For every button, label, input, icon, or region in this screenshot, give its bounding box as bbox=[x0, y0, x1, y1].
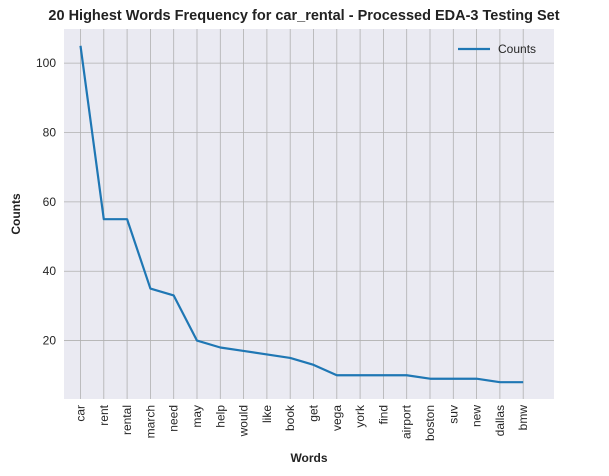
x-tick-label: bmw bbox=[516, 405, 530, 431]
x-tick-label: york bbox=[353, 404, 367, 428]
x-tick-label: boston bbox=[423, 405, 437, 441]
chart-title: 20 Highest Words Frequency for car_renta… bbox=[48, 8, 559, 24]
x-tick-label: like bbox=[260, 405, 274, 423]
y-axis-ticks: 20 40 60 80 100 bbox=[36, 56, 56, 347]
series-line-counts bbox=[79, 45, 524, 384]
x-tick-label: march bbox=[143, 405, 157, 438]
plot-area bbox=[64, 29, 554, 399]
x-tick-label: rental bbox=[120, 405, 134, 435]
y-tick-label: 100 bbox=[36, 56, 56, 70]
x-tick-label: need bbox=[167, 405, 181, 432]
legend-label-counts: Counts bbox=[498, 42, 536, 56]
y-tick-label: 20 bbox=[43, 334, 57, 348]
x-tick-label: airport bbox=[400, 404, 414, 439]
x-tick-label: car bbox=[74, 405, 88, 422]
x-tick-label: help bbox=[213, 405, 227, 428]
y-tick-label: 40 bbox=[43, 264, 57, 278]
grid-lines bbox=[64, 29, 554, 399]
legend: Counts bbox=[458, 42, 536, 56]
x-tick-label: get bbox=[307, 404, 321, 421]
x-tick-label: rent bbox=[97, 404, 111, 425]
x-tick-label: vega bbox=[330, 405, 344, 431]
x-tick-label: find bbox=[376, 405, 390, 424]
x-axis-label: Words bbox=[290, 451, 327, 465]
x-tick-label: suv bbox=[446, 405, 460, 424]
x-tick-label: book bbox=[283, 404, 297, 431]
y-tick-label: 80 bbox=[43, 126, 57, 140]
x-tick-label: new bbox=[470, 405, 484, 427]
y-tick-label: 60 bbox=[43, 195, 57, 209]
y-axis-label: Counts bbox=[9, 193, 23, 235]
x-tick-label: dallas bbox=[493, 405, 507, 436]
x-axis-ticks: car rent rental march need may help would like bo… bbox=[74, 404, 531, 441]
x-tick-label: would bbox=[237, 405, 251, 437]
x-tick-label: may bbox=[190, 405, 204, 428]
